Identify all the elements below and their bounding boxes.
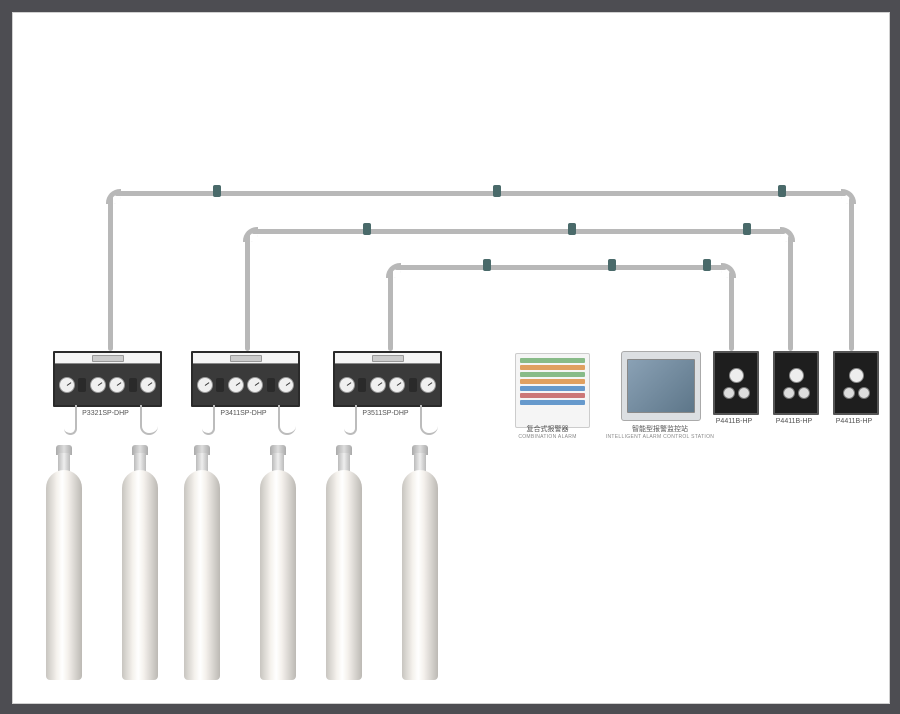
pipe-drop-1 bbox=[788, 235, 793, 351]
pipe-drop-0 bbox=[849, 197, 854, 351]
gauge-dial bbox=[197, 377, 213, 393]
gas-panel-header bbox=[335, 353, 440, 364]
outlet-panel-2 bbox=[833, 351, 879, 415]
outlet-valve bbox=[723, 387, 735, 399]
outlet-gauge bbox=[729, 368, 744, 383]
regulator-knob bbox=[409, 378, 417, 392]
cylinder-hose bbox=[64, 405, 77, 435]
pipe-run-1 bbox=[251, 229, 786, 234]
pipe-rise-1 bbox=[245, 233, 250, 351]
cylinder-0-1 bbox=[122, 445, 158, 680]
pipe-drop-2 bbox=[729, 271, 734, 351]
outlet-panel-label-2: P4411B-HP bbox=[827, 417, 881, 426]
gas-panel-header bbox=[55, 353, 160, 364]
pipe-joint-0 bbox=[213, 185, 221, 197]
panel-tag bbox=[230, 355, 262, 362]
gauge-dial bbox=[90, 377, 106, 393]
gauge-dial bbox=[339, 377, 355, 393]
panel-tag bbox=[92, 355, 124, 362]
pipe-joint-4 bbox=[568, 223, 576, 235]
alarm-monitor-station bbox=[621, 351, 701, 421]
pipe-joint-1 bbox=[493, 185, 501, 197]
cylinder-1-1 bbox=[260, 445, 296, 680]
alarm-strip bbox=[520, 372, 585, 377]
regulator-knob bbox=[78, 378, 86, 392]
pipe-run-0 bbox=[114, 191, 847, 196]
regulator-knob bbox=[267, 378, 275, 392]
gauge-dial bbox=[247, 377, 263, 393]
outlet-valve bbox=[858, 387, 870, 399]
gas-panel-body bbox=[55, 364, 160, 405]
cylinder-body bbox=[122, 470, 158, 680]
outlet-valve bbox=[798, 387, 810, 399]
alarm-strip bbox=[520, 393, 585, 398]
gauge-dial bbox=[109, 377, 125, 393]
gas-panel-header bbox=[193, 353, 298, 364]
cylinder-hose bbox=[202, 405, 215, 435]
cylinder-hose bbox=[420, 405, 438, 435]
alarm-strip bbox=[520, 379, 585, 384]
alarm-strip bbox=[520, 358, 585, 363]
pipe-run-2 bbox=[394, 265, 727, 270]
pipe-joint-7 bbox=[608, 259, 616, 271]
outlet-valve bbox=[843, 387, 855, 399]
cylinder-body bbox=[402, 470, 438, 680]
cylinder-hose bbox=[140, 405, 158, 435]
regulator-knob bbox=[216, 378, 224, 392]
outlet-panel-0 bbox=[713, 351, 759, 415]
cylinder-2-0 bbox=[326, 445, 362, 680]
cylinder-2-1 bbox=[402, 445, 438, 680]
pipe-joint-2 bbox=[778, 185, 786, 197]
combination-alarm bbox=[515, 353, 590, 428]
monitor-screen bbox=[627, 359, 695, 413]
gauge-dial bbox=[59, 377, 75, 393]
gauge-dial bbox=[140, 377, 156, 393]
cylinder-body bbox=[184, 470, 220, 680]
gas-panel-body bbox=[335, 364, 440, 405]
outlet-gauge bbox=[849, 368, 864, 383]
gauge-dial bbox=[420, 377, 436, 393]
outlet-panel-label-0: P4411B-HP bbox=[707, 417, 761, 426]
gas-panel-1 bbox=[191, 351, 300, 407]
gauge-dial bbox=[370, 377, 386, 393]
cylinder-0-0 bbox=[46, 445, 82, 680]
cylinder-body bbox=[260, 470, 296, 680]
alarm-monitor-label: 智能型报警监控站INTELLIGENT ALARM CONTROL STATIO… bbox=[596, 425, 724, 441]
outlet-valve bbox=[783, 387, 795, 399]
diagram-frame: P3321SP-DHPP3411SP-DHPP3511SP-DHP复合式报警器C… bbox=[12, 12, 890, 704]
gas-panel-body bbox=[193, 364, 298, 405]
outlet-valve-row bbox=[783, 387, 810, 399]
pipe-joint-6 bbox=[483, 259, 491, 271]
gas-panel-0 bbox=[53, 351, 162, 407]
cylinder-hose bbox=[344, 405, 357, 435]
cylinder-hose bbox=[278, 405, 296, 435]
regulator-knob bbox=[358, 378, 366, 392]
outlet-valve-row bbox=[843, 387, 870, 399]
gauge-dial bbox=[278, 377, 294, 393]
gauge-dial bbox=[228, 377, 244, 393]
outlet-valve-row bbox=[723, 387, 750, 399]
gauge-dial bbox=[389, 377, 405, 393]
cylinder-body bbox=[46, 470, 82, 680]
pipe-joint-5 bbox=[743, 223, 751, 235]
outlet-gauge bbox=[789, 368, 804, 383]
alarm-strip bbox=[520, 365, 585, 370]
pipe-joint-8 bbox=[703, 259, 711, 271]
cylinder-1-0 bbox=[184, 445, 220, 680]
outlet-valve bbox=[738, 387, 750, 399]
panel-tag bbox=[372, 355, 404, 362]
pipe-rise-0 bbox=[108, 195, 113, 351]
diagram-stage: P3321SP-DHPP3411SP-DHPP3511SP-DHP复合式报警器C… bbox=[13, 13, 889, 703]
alarm-strip bbox=[520, 386, 585, 391]
outlet-panel-label-1: P4411B-HP bbox=[767, 417, 821, 426]
outlet-panel-1 bbox=[773, 351, 819, 415]
cylinder-body bbox=[326, 470, 362, 680]
pipe-joint-3 bbox=[363, 223, 371, 235]
combination-alarm-label: 复合式报警器COMBINATION ALARM bbox=[495, 425, 600, 441]
gas-panel-2 bbox=[333, 351, 442, 407]
pipe-rise-2 bbox=[388, 269, 393, 351]
alarm-strip bbox=[520, 400, 585, 405]
regulator-knob bbox=[129, 378, 137, 392]
